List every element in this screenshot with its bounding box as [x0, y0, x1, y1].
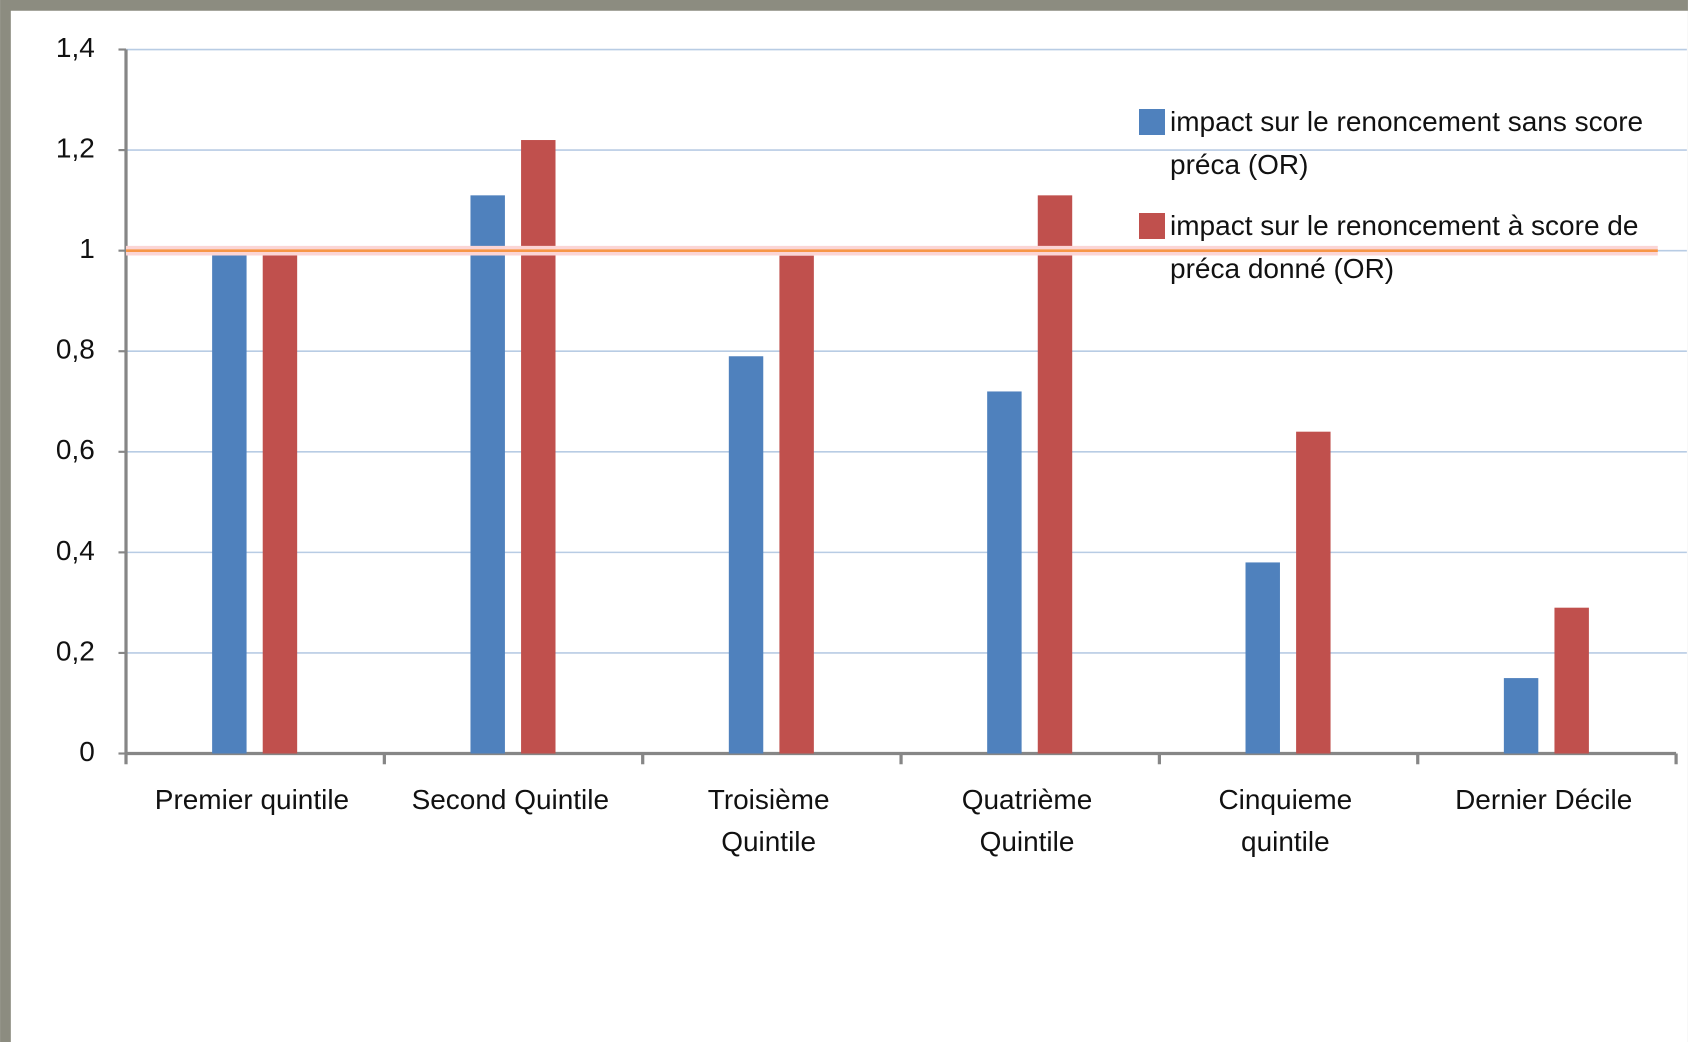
y-tick-label: 1,2	[56, 132, 95, 163]
bar	[987, 391, 1022, 754]
x-tick-label-line: Quintile	[980, 826, 1075, 857]
legend-label: impact sur le renoncement à score de pré…	[1170, 210, 1639, 284]
y-tick-label: 0,4	[56, 535, 95, 566]
x-tick-label-line: Second Quintile	[412, 784, 609, 815]
x-tick-label-line: Cinquieme	[1218, 784, 1352, 815]
x-tick-label: Cinquieme quintile	[1218, 784, 1352, 857]
x-tick-label-line: Troisième	[708, 784, 830, 815]
bar	[521, 140, 556, 754]
bar	[728, 356, 764, 754]
y-tick-label: 1	[79, 233, 95, 264]
bar	[779, 255, 814, 754]
legend-item: impact sur le renoncement à score de pré…	[1139, 204, 1679, 290]
legend-item: impact sur le renoncement sans score pré…	[1139, 100, 1679, 186]
legend-swatch	[1139, 213, 1165, 239]
legend: impact sur le renoncement sans score pré…	[1139, 100, 1679, 308]
x-tick-label: Second Quintile	[412, 784, 609, 815]
x-tick-label: Troisième Quintile	[708, 784, 830, 857]
legend-label: impact sur le renoncement sans score pré…	[1170, 106, 1644, 180]
x-tick-label-line: Dernier Décile	[1455, 784, 1632, 815]
x-tick-label: Premier quintile	[155, 784, 349, 815]
bar	[1554, 607, 1589, 754]
bar	[470, 195, 505, 754]
y-tick-label: 1,4	[56, 32, 95, 63]
bar	[1245, 562, 1280, 754]
bar	[1037, 195, 1073, 754]
bar	[262, 250, 298, 754]
y-tick-label: 0,2	[56, 635, 95, 666]
x-tick-label-line: Quintile	[721, 826, 816, 857]
x-tick-label-line: quintile	[1241, 826, 1330, 857]
y-tick-label: 0	[79, 736, 95, 767]
y-tick-label: 0,8	[56, 334, 95, 365]
x-tick-label-line: Quatrième	[962, 784, 1093, 815]
bar	[1296, 431, 1331, 754]
bar	[212, 250, 247, 754]
x-tick-label: Quatrième Quintile	[962, 784, 1093, 857]
legend-swatch	[1139, 109, 1165, 135]
bar	[1503, 678, 1539, 754]
x-tick-label-line: Premier quintile	[155, 784, 349, 815]
x-tick-label: Dernier Décile	[1455, 784, 1632, 815]
y-tick-label: 0,6	[56, 434, 95, 465]
